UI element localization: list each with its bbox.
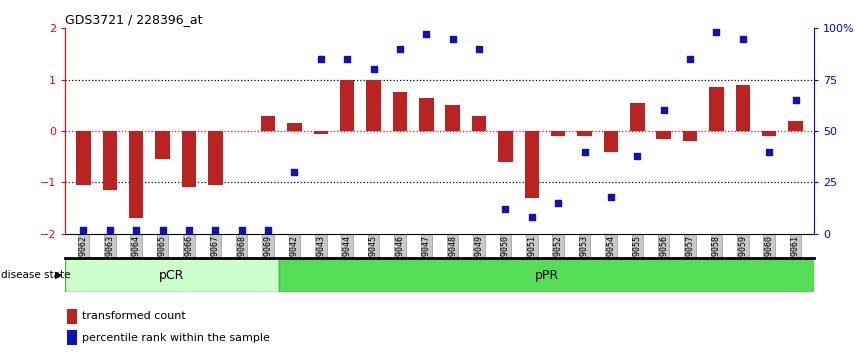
Point: [313, 56, 327, 62]
Bar: [68, 330, 77, 345]
Bar: [65, 258, 279, 292]
Point: [762, 149, 776, 154]
Text: transformed count: transformed count: [82, 312, 186, 321]
Bar: [630, 103, 644, 131]
Point: [656, 108, 670, 113]
Point: [499, 206, 513, 212]
Text: GDS3721 / 228396_at: GDS3721 / 228396_at: [65, 13, 203, 26]
Bar: [288, 123, 301, 131]
Bar: [578, 131, 591, 136]
Bar: [76, 131, 91, 185]
Bar: [129, 131, 144, 218]
Bar: [735, 85, 750, 131]
Point: [525, 215, 539, 220]
Point: [789, 97, 803, 103]
Point: [393, 46, 407, 52]
Bar: [182, 131, 197, 188]
Bar: [102, 131, 117, 190]
Point: [709, 30, 723, 35]
Text: pCR: pCR: [159, 269, 184, 282]
Point: [472, 46, 486, 52]
Point: [683, 56, 697, 62]
Bar: [445, 105, 460, 131]
Point: [76, 227, 90, 232]
Bar: [208, 131, 223, 185]
Bar: [788, 121, 803, 131]
Point: [235, 227, 249, 232]
Point: [552, 200, 565, 206]
Text: percentile rank within the sample: percentile rank within the sample: [82, 332, 270, 343]
Point: [366, 67, 380, 72]
Bar: [498, 131, 513, 162]
Point: [446, 36, 460, 41]
Bar: [392, 92, 407, 131]
Bar: [656, 131, 671, 139]
Point: [736, 36, 750, 41]
Bar: [279, 258, 814, 292]
Bar: [525, 131, 539, 198]
Bar: [155, 131, 170, 159]
Text: ▶: ▶: [55, 270, 62, 280]
Point: [103, 227, 117, 232]
Point: [288, 169, 301, 175]
Point: [578, 149, 591, 154]
Bar: [313, 131, 328, 133]
Bar: [604, 131, 618, 152]
Point: [182, 227, 196, 232]
Text: pPR: pPR: [534, 269, 559, 282]
Point: [340, 56, 354, 62]
Bar: [366, 80, 381, 131]
Point: [262, 227, 275, 232]
Bar: [709, 87, 724, 131]
Point: [604, 194, 617, 200]
Bar: [762, 131, 777, 136]
Bar: [472, 115, 487, 131]
Bar: [419, 98, 434, 131]
Bar: [68, 309, 77, 324]
Bar: [551, 131, 565, 136]
Point: [209, 227, 223, 232]
Point: [129, 227, 143, 232]
Bar: [682, 131, 697, 141]
Point: [419, 32, 433, 37]
Point: [156, 227, 170, 232]
Bar: [261, 115, 275, 131]
Point: [630, 153, 644, 159]
Text: disease state: disease state: [1, 270, 70, 280]
Bar: [340, 80, 354, 131]
